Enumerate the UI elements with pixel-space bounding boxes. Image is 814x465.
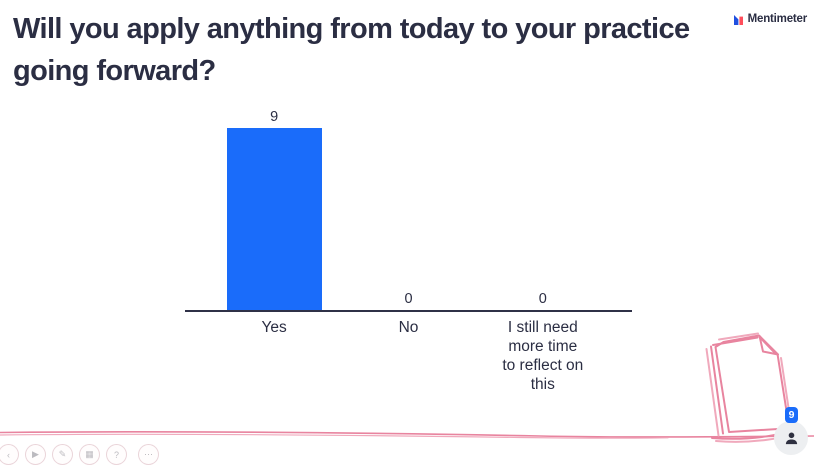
bar-chart: 9 0 0 Yes No I still need more time to r…	[185, 109, 632, 394]
bar-yes: 9	[226, 109, 322, 310]
page-title-line2: going forward?	[13, 55, 216, 87]
bar-column-more-time: 0	[476, 128, 610, 310]
mentimeter-wordmark: Mentimeter	[747, 13, 808, 25]
mentimeter-bars-icon	[733, 14, 743, 25]
category-label-no: No	[398, 319, 419, 336]
label-col-no: No	[341, 318, 475, 394]
bar-value-no: 0	[404, 291, 413, 307]
pink-bottom-line-echo	[0, 433, 669, 439]
pink-bottom-line	[0, 430, 814, 438]
label-col-yes: Yes	[207, 318, 341, 394]
person-icon	[785, 432, 797, 444]
bar-column-yes: 9	[207, 109, 341, 310]
category-label-yes: Yes	[261, 319, 287, 336]
page-title-line1: Will you apply anything from today to yo…	[13, 13, 690, 45]
label-col-more-time: I still need more time to reflect on thi…	[476, 318, 610, 394]
page-title: Will you apply anything from today to yo…	[13, 8, 713, 92]
participants-count-badge: 9	[785, 407, 798, 423]
x-axis-line	[185, 310, 632, 312]
participants-avatar[interactable]	[774, 421, 808, 455]
mentimeter-logo[interactable]: Mentimeter	[733, 13, 808, 25]
plot-area: 9 0 0	[185, 109, 632, 310]
category-label-more-time: I still need more time to reflect on thi…	[502, 319, 584, 393]
bar-value-more-time: 0	[538, 291, 547, 307]
bar-value-yes: 9	[270, 109, 279, 125]
bar-column-no: 0	[341, 128, 475, 310]
x-axis-labels: Yes No I still need more time to reflect…	[185, 318, 632, 394]
